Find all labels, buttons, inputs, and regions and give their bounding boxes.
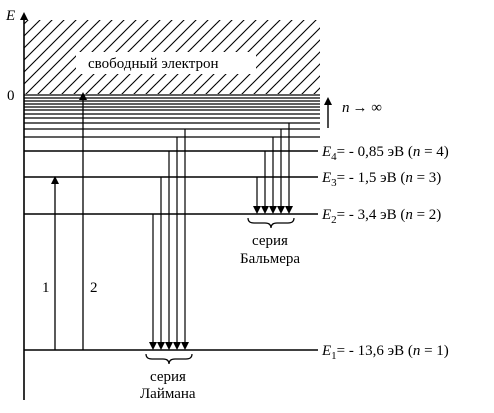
balmer-series-arrows (253, 123, 293, 214)
balmer-brace (247, 217, 295, 229)
balmer-series-label-2: Бальмера (240, 251, 300, 267)
continuum-label: n → ∞ (342, 100, 382, 116)
lyman-brace (145, 353, 193, 365)
lyman-series-label-1: серия (150, 369, 186, 385)
continuum-lines (24, 94, 320, 138)
level-label-2: E2= - 3,4 эВ (n = 2) (321, 207, 441, 226)
balmer-series-label-1: серия (252, 233, 288, 249)
free-electron-label-bg (76, 52, 256, 74)
level-label-1: E1= - 13,6 эВ (n = 1) (321, 343, 449, 362)
lyman-series-arrows (149, 129, 189, 350)
energy-axis-label: E (5, 8, 15, 24)
transition-label-2: 2 (90, 280, 98, 296)
lyman-series-label-2: Лаймана (140, 386, 196, 402)
free-electron-label: свободный электрон (88, 56, 219, 72)
zero-label: 0 (7, 88, 15, 104)
transition-label-1: 1 (42, 280, 50, 296)
level-label-3: E3= - 1,5 эВ (n = 3) (321, 170, 441, 189)
level-label-4: E4= - 0,85 эВ (n = 4) (321, 144, 449, 163)
